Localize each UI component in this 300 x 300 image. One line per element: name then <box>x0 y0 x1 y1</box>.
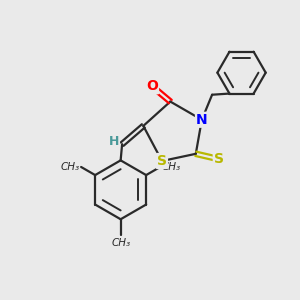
Text: CH₃: CH₃ <box>162 162 181 172</box>
Text: CH₃: CH₃ <box>61 162 80 172</box>
Text: H: H <box>109 135 119 148</box>
Text: S: S <box>157 154 167 168</box>
Text: N: N <box>196 113 208 127</box>
Text: O: O <box>146 79 158 93</box>
Text: S: S <box>214 152 224 166</box>
Text: CH₃: CH₃ <box>111 238 130 248</box>
